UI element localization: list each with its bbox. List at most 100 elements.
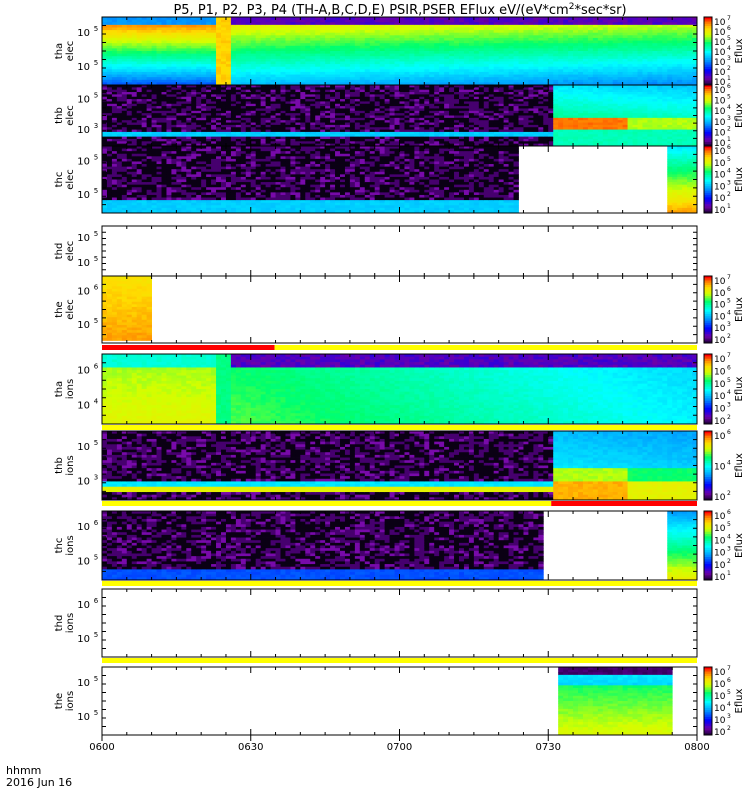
heatmap-cell xyxy=(102,35,107,38)
heatmap-cell xyxy=(404,46,409,49)
heatmap-cell xyxy=(201,35,206,38)
heatmap-cell xyxy=(305,67,310,70)
heatmap-cell xyxy=(519,41,524,44)
heatmap-cell xyxy=(147,61,152,64)
heatmap-cell xyxy=(519,61,524,64)
heatmap-cell xyxy=(112,80,117,83)
heatmap-cell xyxy=(479,25,484,28)
heatmap-cell xyxy=(340,54,345,57)
heatmap-cell xyxy=(226,54,231,57)
heatmap-cell xyxy=(360,22,365,25)
heatmap-cell xyxy=(335,54,340,57)
heatmap-cell xyxy=(152,54,157,57)
heatmap-cell xyxy=(107,77,112,80)
heatmap-cell xyxy=(186,69,191,72)
heatmap-cell xyxy=(196,43,201,46)
heatmap-cell xyxy=(181,59,186,62)
heatmap-cell xyxy=(251,54,256,57)
heatmap-cell xyxy=(434,27,439,30)
heatmap-cell xyxy=(404,48,409,51)
heatmap-cell xyxy=(375,75,380,78)
heatmap-cell xyxy=(395,59,400,62)
heatmap-cell xyxy=(271,67,276,70)
heatmap-cell xyxy=(434,33,439,36)
heatmap-cell xyxy=(290,38,295,41)
heatmap-cell xyxy=(395,41,400,44)
heatmap-cell xyxy=(320,61,325,64)
heatmap-cell xyxy=(335,69,340,72)
heatmap-cell xyxy=(335,61,340,64)
heatmap-cell xyxy=(132,72,137,75)
heatmap-cell xyxy=(499,35,504,38)
heatmap-cell xyxy=(176,51,181,54)
heatmap-cell xyxy=(147,25,152,28)
heatmap-cell xyxy=(464,25,469,28)
heatmap-cell xyxy=(147,64,152,67)
heatmap-cell xyxy=(434,80,439,83)
heatmap-cell xyxy=(519,27,524,30)
heatmap-cell xyxy=(191,72,196,75)
heatmap-cell xyxy=(439,27,444,30)
heatmap-cell xyxy=(390,25,395,28)
heatmap-cell xyxy=(444,35,449,38)
heatmap-cell xyxy=(196,69,201,72)
heatmap-cell xyxy=(271,27,276,30)
heatmap-cell xyxy=(335,51,340,54)
heatmap-cell xyxy=(489,25,494,28)
heatmap-cell xyxy=(474,46,479,49)
heatmap-cell xyxy=(281,61,286,64)
heatmap-cell xyxy=(290,30,295,33)
heatmap-cell xyxy=(320,33,325,36)
heatmap-cell xyxy=(523,38,528,41)
heatmap-cell xyxy=(181,56,186,59)
heatmap-cell xyxy=(519,69,524,72)
heatmap-cell xyxy=(162,27,167,30)
heatmap-cell xyxy=(176,54,181,57)
heatmap-cell xyxy=(295,64,300,67)
heatmap-cell xyxy=(147,27,152,30)
heatmap-cell xyxy=(171,22,176,25)
heatmap-cell xyxy=(499,27,504,30)
heatmap-cell xyxy=(474,51,479,54)
heatmap-cell xyxy=(246,30,251,33)
heatmap-cell xyxy=(409,54,414,57)
heatmap-cell xyxy=(122,77,127,80)
heatmap-cell xyxy=(395,75,400,78)
heatmap-cell xyxy=(499,41,504,44)
heatmap-cell xyxy=(464,59,469,62)
heatmap-cell xyxy=(355,33,360,36)
heatmap-cell xyxy=(157,59,162,62)
heatmap-cell xyxy=(231,61,236,64)
heatmap-cell xyxy=(132,43,137,46)
heatmap-cell xyxy=(290,80,295,83)
heatmap-cell xyxy=(345,59,350,62)
heatmap-cell xyxy=(444,25,449,28)
heatmap-cell xyxy=(236,27,241,30)
heatmap-cell xyxy=(246,33,251,36)
heatmap-cell xyxy=(266,72,271,75)
heatmap-cell xyxy=(152,77,157,80)
heatmap-cell xyxy=(419,30,424,33)
heatmap-cell xyxy=(112,20,117,23)
heatmap-cell xyxy=(499,43,504,46)
heatmap-cell xyxy=(211,43,216,46)
heatmap-cell xyxy=(181,30,186,33)
heatmap-cell xyxy=(166,41,171,44)
heatmap-cell xyxy=(181,20,186,23)
heatmap-cell xyxy=(439,77,444,80)
heatmap-cell xyxy=(330,51,335,54)
heatmap-cell xyxy=(271,69,276,72)
heatmap-cell xyxy=(261,67,266,70)
heatmap-cell xyxy=(449,25,454,28)
heatmap-cell xyxy=(514,25,519,28)
heatmap-cell xyxy=(152,22,157,25)
heatmap-cell xyxy=(375,51,380,54)
figure-title: P5, P1, P2, P3, P4 (TH-A,B,C,D,E) PSIR,P… xyxy=(173,2,626,18)
heatmap-cell xyxy=(320,69,325,72)
heatmap-cell xyxy=(400,59,405,62)
heatmap-cell xyxy=(271,35,276,38)
heatmap-cell xyxy=(221,41,226,44)
heatmap-cell xyxy=(166,22,171,25)
heatmap-cell xyxy=(434,38,439,41)
heatmap-cell xyxy=(489,77,494,80)
